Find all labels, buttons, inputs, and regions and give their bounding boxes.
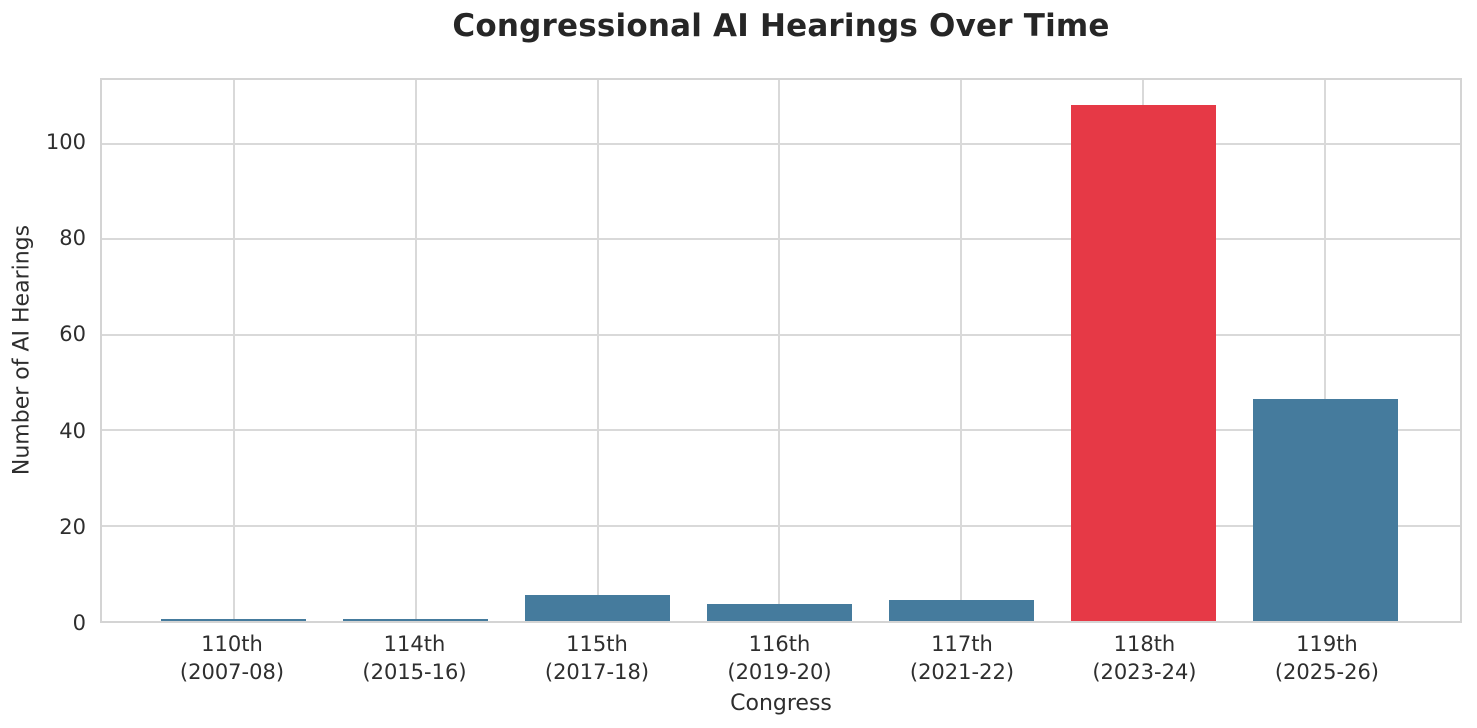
y-tick-label: 60	[59, 322, 86, 347]
x-tick-congress: 119th	[1296, 632, 1358, 656]
y-tick-label: 0	[72, 611, 86, 635]
bar-115th	[524, 594, 671, 621]
x-tick-label-114th: 114th (2015-16)	[362, 631, 466, 686]
x-tick-congress: 118th	[1113, 632, 1176, 656]
gridline-vertical	[232, 80, 235, 621]
plot-area	[100, 78, 1462, 623]
x-tick-years: (2019-20)	[727, 659, 832, 684]
gridline-vertical	[596, 80, 599, 621]
x-tick-congress: 116th	[748, 632, 811, 656]
x-tick-years: (2015-16)	[362, 659, 467, 684]
x-tick-label-119th: 119th (2025-26)	[1275, 631, 1379, 686]
chart-title: Congressional AI Hearings Over Time	[452, 8, 1110, 44]
gridline-vertical	[778, 80, 781, 621]
gridline-horizontal	[102, 142, 1460, 145]
x-tick-years: (2021-22)	[909, 659, 1015, 684]
x-axis-label: Congress	[730, 691, 832, 716]
x-tick-label-117th: 117th (2021-22)	[910, 631, 1014, 686]
y-tick-label: 20	[59, 514, 86, 539]
bar-117th	[888, 599, 1035, 621]
y-tick-label: 100	[45, 129, 86, 154]
bar-119th	[1252, 398, 1399, 621]
gridline-horizontal	[102, 238, 1460, 241]
bar-118th	[1070, 105, 1217, 621]
x-tick-label-110th: 110th (2007-08)	[180, 631, 284, 686]
y-axis-ticks: 0 20 40 60 80 100	[0, 78, 86, 635]
y-tick-label: 80	[59, 226, 86, 251]
y-tick-label: 40	[59, 418, 86, 443]
x-tick-congress: 117th	[931, 632, 993, 656]
x-tick-years: (2023-24)	[1092, 659, 1197, 684]
gridline-horizontal	[102, 524, 1460, 527]
x-tick-congress: 114th	[383, 632, 446, 656]
x-tick-years: (2007-08)	[179, 659, 285, 684]
gridline-vertical	[1324, 80, 1327, 621]
gridline-vertical	[414, 80, 417, 621]
bar-114th	[342, 618, 489, 621]
gridline-horizontal	[102, 429, 1460, 432]
bar-116th	[706, 604, 853, 621]
x-axis-ticks: 110th (2007-08) 114th (2015-16) 115th (2017-1…	[100, 631, 1462, 689]
gridline-horizontal	[102, 333, 1460, 336]
x-tick-label-116th: 116th (2019-20)	[727, 631, 831, 686]
x-tick-years: (2017-18)	[544, 659, 650, 684]
x-tick-label-118th: 118th (2023-24)	[1092, 631, 1196, 686]
x-tick-congress: 115th	[566, 632, 628, 656]
x-tick-years: (2025-26)	[1274, 659, 1380, 684]
bar-110th	[160, 618, 307, 621]
x-tick-label-115th: 115th (2017-18)	[545, 631, 649, 686]
x-tick-congress: 110th	[201, 632, 263, 656]
gridline-vertical	[960, 80, 963, 621]
